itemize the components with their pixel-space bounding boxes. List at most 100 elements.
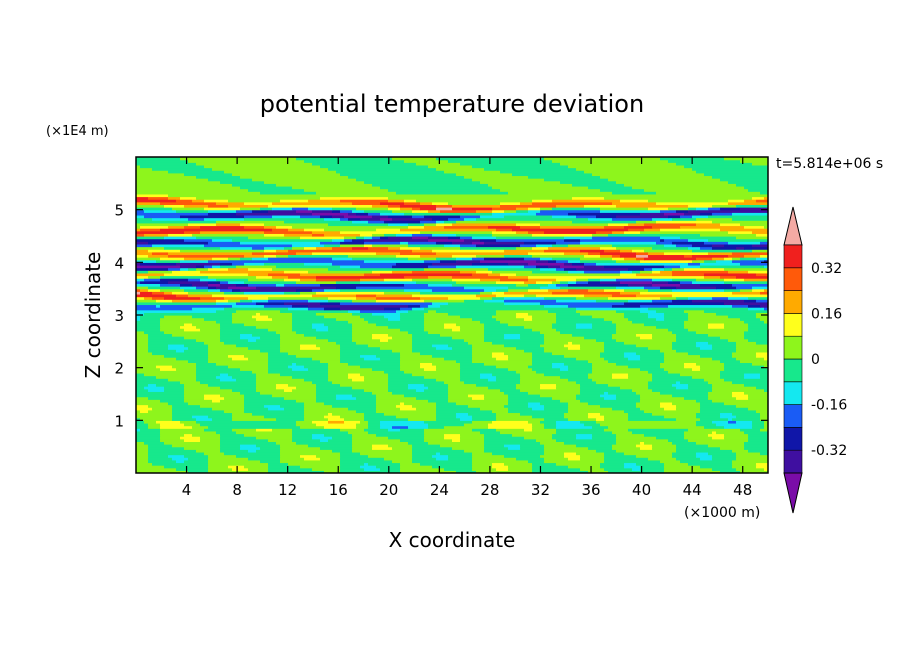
contour-cell: [516, 315, 533, 319]
contour-cell: [528, 251, 565, 256]
contour-cell: [620, 249, 633, 253]
y-axis-label: Z coordinate: [81, 252, 105, 379]
contour-cell: [764, 467, 768, 471]
contour-cell: [576, 267, 629, 271]
contour-cell: [280, 457, 305, 461]
contour-cell: [612, 320, 633, 324]
contour-cell: [136, 433, 161, 437]
contour-cell: [320, 283, 405, 287]
contour-cell: [200, 380, 257, 385]
contour-cell: [700, 264, 765, 269]
contour-cell: [528, 275, 705, 279]
contour-cell: [348, 254, 397, 258]
contour-cell: [352, 438, 401, 442]
contour-cell: [496, 357, 509, 361]
contour-cell: [228, 199, 281, 203]
contour-cell: [280, 444, 309, 448]
contour-cell: [580, 391, 605, 395]
contour-cell: [616, 441, 641, 445]
contour-cell: [156, 365, 173, 369]
contour-cell: [232, 288, 241, 292]
contour-cell: [632, 270, 641, 274]
contour-cell: [664, 264, 681, 269]
contour-cell: [644, 322, 685, 327]
contour-cell: [532, 357, 577, 361]
contour-cell: [544, 346, 569, 350]
contour-cell: [560, 162, 677, 166]
contour-cell: [736, 457, 768, 461]
contour-cell: [532, 407, 545, 411]
contour-cell: [744, 375, 761, 379]
contour-cell: [460, 375, 481, 379]
contour-cell: [460, 243, 477, 248]
contour-cell: [724, 301, 768, 306]
contour-cell: [280, 446, 321, 450]
contour-cell: [668, 159, 741, 163]
contour-cell: [160, 304, 233, 308]
contour-cell: [504, 291, 553, 295]
contour-cell: [352, 246, 369, 250]
contour-cell: [164, 441, 221, 445]
contour-cell: [664, 465, 701, 469]
contour-cell: [280, 341, 337, 345]
contour-cell: [472, 396, 485, 400]
contour-cell: [388, 375, 425, 379]
contour-cell: [752, 422, 765, 427]
contour-cell: [532, 467, 581, 471]
contour-cell: [740, 207, 768, 211]
contour-cell: [544, 341, 569, 345]
contour-cell: [732, 259, 765, 263]
contour-cell: [696, 399, 713, 403]
contour-cell: [700, 346, 713, 350]
contour-cell: [556, 278, 577, 282]
contour-cell: [408, 309, 429, 313]
contour-cell: [528, 262, 565, 266]
contour-cell: [556, 425, 593, 429]
contour-cell: [340, 351, 401, 356]
contour-cell: [136, 317, 141, 321]
contour-cell: [424, 299, 465, 303]
contour-cell: [284, 246, 293, 250]
contour-cell: [460, 378, 489, 382]
contour-cell: [220, 280, 229, 284]
contour-cell: [728, 199, 745, 203]
contour-cell: [664, 367, 693, 371]
contour-cell: [232, 304, 265, 308]
contour-cell: [292, 185, 381, 190]
contour-cell: [140, 417, 173, 421]
contour-cell: [224, 451, 281, 456]
contour-cell: [764, 422, 768, 427]
contour-cell: [324, 307, 341, 311]
contour-cell: [412, 446, 453, 450]
contour-cell: [372, 243, 409, 248]
contour-cell: [456, 259, 481, 263]
contour-cell: [400, 354, 433, 358]
contour-cell: [568, 259, 581, 263]
contour-cell: [564, 343, 581, 348]
contour-cell: [264, 304, 293, 308]
contour-cell: [388, 214, 413, 219]
contour-cell: [660, 404, 677, 408]
contour-cell: [220, 325, 257, 329]
contour-cell: [400, 407, 417, 411]
contour-cell: [372, 270, 393, 274]
contour-cell: [316, 328, 329, 332]
contour-cell: [400, 207, 413, 211]
contour-cell: [200, 225, 245, 229]
contour-cell: [624, 315, 649, 319]
contour-cell: [524, 257, 541, 261]
contour-cell: [196, 370, 253, 374]
contour-cell: [744, 391, 768, 395]
contour-cell: [556, 283, 569, 287]
contour-cell: [684, 254, 693, 258]
contour-cell: [532, 315, 557, 319]
contour-cell: [264, 246, 285, 250]
contour-cell: [240, 241, 321, 245]
contour-cell: [620, 280, 653, 284]
contour-cell: [308, 304, 409, 308]
contour-cell: [308, 367, 329, 371]
contour-cell: [572, 183, 625, 187]
contour-cell: [588, 278, 601, 282]
contour-cell: [184, 396, 205, 400]
contour-cell: [532, 246, 549, 250]
